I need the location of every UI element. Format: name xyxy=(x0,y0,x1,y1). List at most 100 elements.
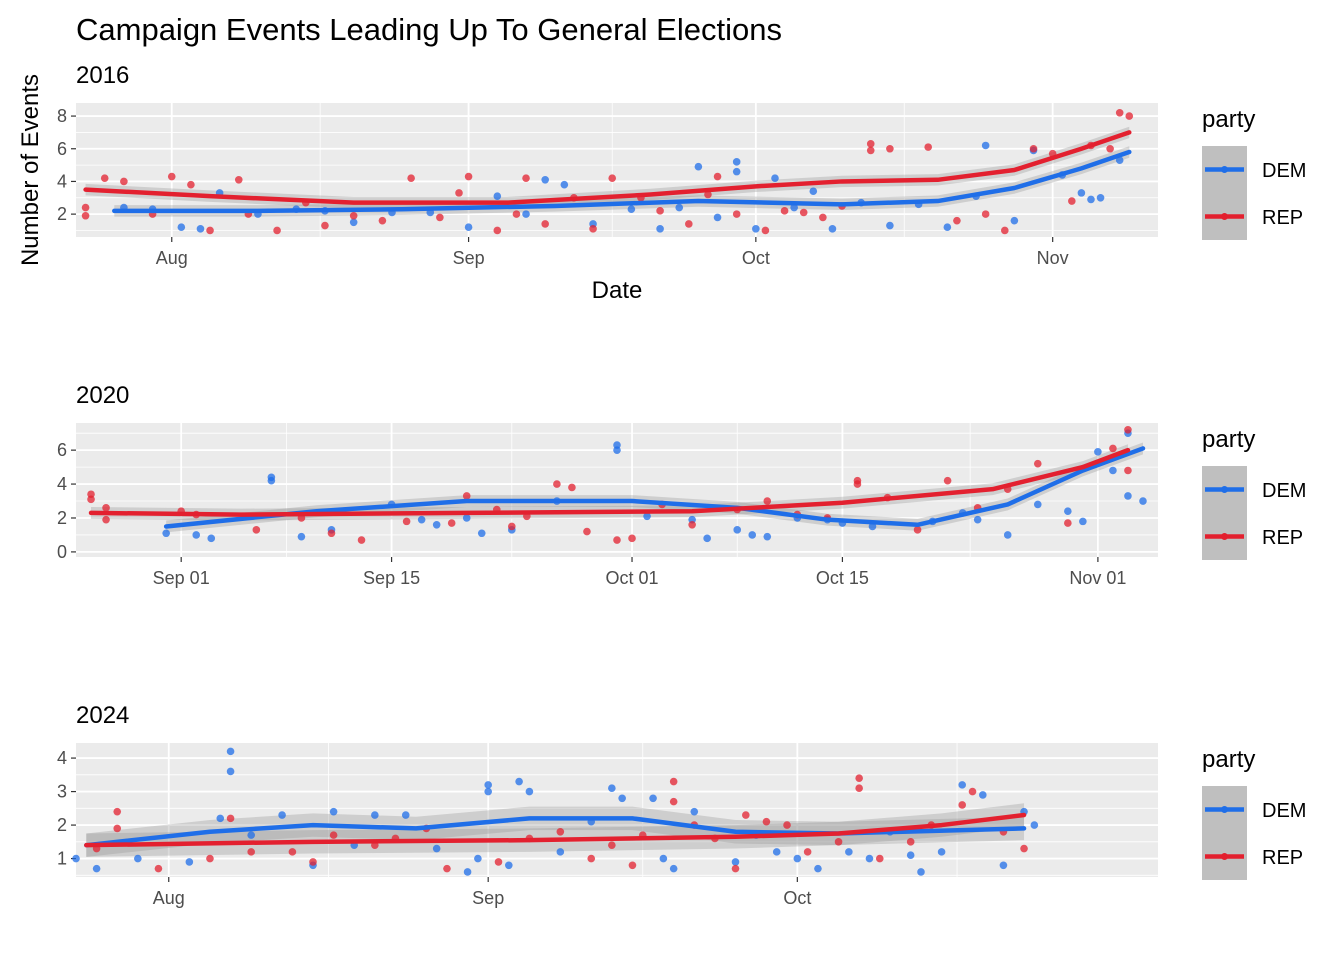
point-dem xyxy=(522,210,530,218)
trend-line-dem xyxy=(163,446,1146,529)
point-dem xyxy=(917,868,925,876)
point-rep xyxy=(875,854,884,863)
point-dem xyxy=(793,854,802,863)
y-tick-label: 4 xyxy=(57,171,67,191)
point-rep xyxy=(252,526,261,534)
point-rep xyxy=(378,216,387,225)
point-dem xyxy=(618,794,626,803)
point-dem xyxy=(541,176,549,184)
point-dem xyxy=(886,221,894,230)
point-dem xyxy=(134,854,142,863)
legend-key-dot-rep xyxy=(1221,213,1228,220)
point-dem xyxy=(613,446,621,454)
point-dem xyxy=(937,848,946,856)
point-rep xyxy=(329,831,338,839)
point-dem xyxy=(1096,193,1105,202)
point-rep xyxy=(981,210,990,218)
point-dem xyxy=(556,848,565,856)
point-dem xyxy=(656,225,664,233)
confidence-band-rep xyxy=(85,126,1130,209)
point-dem xyxy=(1033,500,1042,509)
point-rep xyxy=(1000,226,1009,235)
point-dem xyxy=(196,225,205,233)
point-rep xyxy=(462,492,471,500)
point-dem xyxy=(1109,466,1117,475)
point-dem xyxy=(329,807,338,816)
point-rep xyxy=(855,774,863,782)
point-dem xyxy=(92,864,101,873)
trend-line-rep xyxy=(83,130,1132,205)
point-rep xyxy=(1106,144,1114,153)
point-dem xyxy=(703,534,711,543)
point-rep xyxy=(704,190,712,199)
point-dem xyxy=(1003,531,1012,539)
point-rep xyxy=(443,864,451,873)
point-rep xyxy=(113,824,122,833)
x-tick-label: Aug xyxy=(153,888,185,908)
legend-label-rep: REP xyxy=(1262,207,1303,229)
point-rep xyxy=(357,536,366,544)
panel-subtitle: 2020 xyxy=(76,382,129,409)
x-axis-label: Date xyxy=(592,277,643,304)
y-tick-label: 3 xyxy=(57,782,67,802)
point-rep xyxy=(407,174,415,182)
point-dem xyxy=(484,781,492,789)
y-axis-label: Number of Events xyxy=(17,74,44,266)
point-dem xyxy=(643,512,651,521)
point-rep xyxy=(436,213,444,222)
point-rep xyxy=(493,226,502,235)
y-tick-label: 8 xyxy=(57,106,67,126)
point-rep xyxy=(608,174,617,182)
point-dem xyxy=(1094,448,1102,456)
point-dem xyxy=(192,531,201,539)
point-rep xyxy=(713,172,722,181)
point-rep xyxy=(553,480,561,488)
point-rep xyxy=(866,146,875,155)
point-dem xyxy=(1010,216,1019,225)
legend-label-dem: DEM xyxy=(1262,160,1306,182)
point-dem xyxy=(464,223,473,231)
point-rep xyxy=(732,210,741,218)
point-dem xyxy=(906,851,915,860)
legend-key-dot-rep xyxy=(1221,853,1228,860)
point-rep xyxy=(913,526,922,534)
point-rep xyxy=(447,519,456,527)
point-rep xyxy=(763,497,772,505)
point-dem xyxy=(226,767,235,776)
legend-label-rep: REP xyxy=(1262,847,1303,869)
point-rep xyxy=(226,814,235,823)
point-rep xyxy=(958,801,967,809)
point-rep xyxy=(1029,144,1038,153)
point-dem xyxy=(649,794,657,803)
point-rep xyxy=(656,207,664,215)
point-dem xyxy=(525,787,534,796)
x-tick-label: Sep xyxy=(453,248,485,268)
point-dem xyxy=(675,203,684,212)
point-dem xyxy=(828,225,837,233)
point-rep xyxy=(819,213,827,222)
point-rep xyxy=(628,861,637,870)
point-rep xyxy=(494,858,503,866)
point-rep xyxy=(761,226,770,235)
point-dem xyxy=(247,831,255,839)
point-dem xyxy=(484,787,492,796)
point-rep xyxy=(783,821,791,829)
point-dem xyxy=(790,203,798,212)
point-rep xyxy=(187,180,195,189)
confidence-band-dem xyxy=(114,146,1130,217)
point-dem xyxy=(659,854,668,863)
point-dem xyxy=(207,534,216,543)
point-rep xyxy=(100,174,109,182)
x-tick-label: Oct 01 xyxy=(606,568,659,588)
point-rep xyxy=(608,841,616,849)
point-rep xyxy=(968,787,977,796)
point-dem xyxy=(752,225,760,233)
legend-label-dem: DEM xyxy=(1262,480,1306,502)
point-dem xyxy=(763,532,772,541)
point-dem xyxy=(560,180,569,189)
point-rep xyxy=(120,177,128,186)
panel-2016: 2016 2 4 6 8 Aug Sep Oct Nov Date party DEM REP xyxy=(57,62,1306,304)
point-rep xyxy=(762,817,771,826)
point-dem xyxy=(72,854,80,863)
point-rep xyxy=(113,807,122,816)
